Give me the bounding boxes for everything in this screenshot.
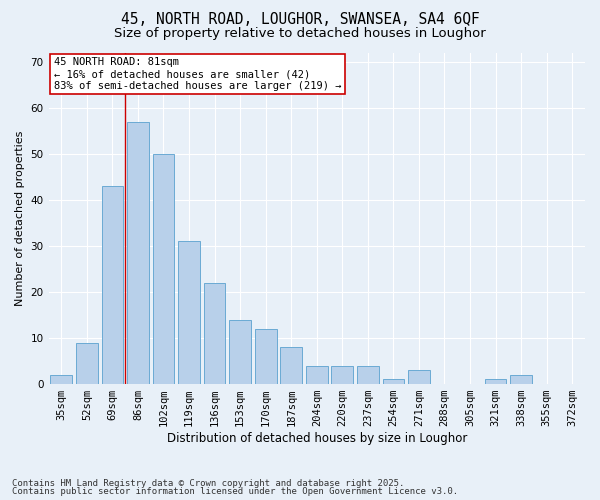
Text: 45 NORTH ROAD: 81sqm
← 16% of detached houses are smaller (42)
83% of semi-detac: 45 NORTH ROAD: 81sqm ← 16% of detached h… (54, 58, 341, 90)
Bar (357, 366, 379, 384)
Bar (280, 347, 302, 384)
Bar (152, 154, 175, 384)
Bar (178, 242, 200, 384)
Bar (255, 329, 277, 384)
Bar (383, 380, 404, 384)
Y-axis label: Number of detached properties: Number of detached properties (15, 130, 25, 306)
X-axis label: Distribution of detached houses by size in Loughor: Distribution of detached houses by size … (167, 432, 467, 445)
Bar (76, 342, 98, 384)
Bar (408, 370, 430, 384)
Bar (204, 283, 226, 384)
Text: 45, NORTH ROAD, LOUGHOR, SWANSEA, SA4 6QF: 45, NORTH ROAD, LOUGHOR, SWANSEA, SA4 6Q… (121, 12, 479, 28)
Bar (485, 380, 506, 384)
Bar (510, 375, 532, 384)
Bar (101, 186, 123, 384)
Bar (306, 366, 328, 384)
Text: Size of property relative to detached houses in Loughor: Size of property relative to detached ho… (114, 28, 486, 40)
Bar (229, 320, 251, 384)
Text: Contains public sector information licensed under the Open Government Licence v3: Contains public sector information licen… (12, 487, 458, 496)
Bar (127, 122, 149, 384)
Bar (331, 366, 353, 384)
Bar (50, 375, 72, 384)
Text: Contains HM Land Registry data © Crown copyright and database right 2025.: Contains HM Land Registry data © Crown c… (12, 478, 404, 488)
